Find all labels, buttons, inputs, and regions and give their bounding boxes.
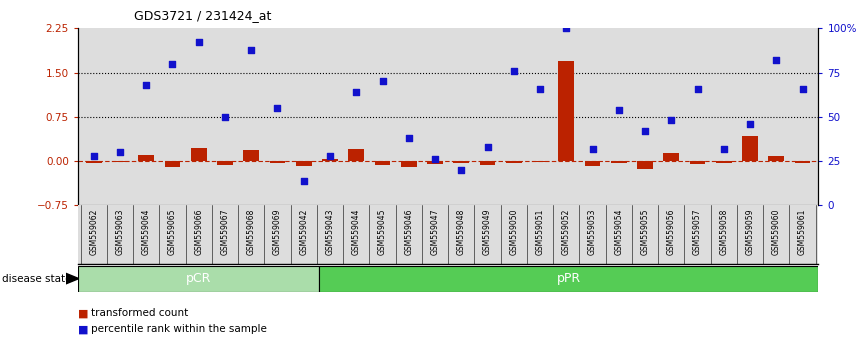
- Text: pCR: pCR: [186, 272, 211, 285]
- Bar: [243, 150, 259, 161]
- Text: ■: ■: [78, 308, 88, 318]
- Bar: [78, 266, 320, 292]
- Bar: [348, 149, 364, 161]
- Text: GSM559058: GSM559058: [720, 208, 728, 255]
- Bar: [559, 61, 574, 161]
- Bar: [165, 161, 180, 167]
- Point: [244, 47, 258, 52]
- Bar: [375, 161, 391, 165]
- Text: GSM559053: GSM559053: [588, 208, 597, 255]
- Point: [664, 118, 678, 123]
- Point: [612, 107, 626, 113]
- Bar: [139, 155, 154, 161]
- Text: GSM559069: GSM559069: [273, 208, 282, 255]
- Bar: [401, 161, 417, 167]
- Bar: [454, 161, 469, 164]
- Text: GSM559052: GSM559052: [562, 208, 571, 255]
- Point: [428, 156, 442, 162]
- Text: GSM559061: GSM559061: [798, 208, 807, 255]
- Bar: [269, 161, 286, 164]
- Text: GSM559066: GSM559066: [194, 208, 204, 255]
- Text: GSM559042: GSM559042: [300, 208, 308, 255]
- Point: [191, 40, 205, 45]
- Point: [349, 89, 363, 95]
- Bar: [768, 156, 785, 161]
- Point: [743, 121, 757, 127]
- Point: [376, 79, 390, 84]
- Point: [691, 86, 705, 91]
- Point: [507, 68, 520, 74]
- Text: GSM559060: GSM559060: [772, 208, 781, 255]
- Bar: [611, 161, 627, 164]
- Point: [796, 86, 810, 91]
- Text: GSM559044: GSM559044: [352, 208, 361, 255]
- Bar: [480, 161, 495, 165]
- Text: GSM559057: GSM559057: [693, 208, 702, 255]
- Point: [481, 144, 494, 150]
- Text: GSM559067: GSM559067: [221, 208, 229, 255]
- Text: GSM559065: GSM559065: [168, 208, 177, 255]
- Bar: [320, 266, 818, 292]
- Point: [585, 146, 599, 152]
- Point: [769, 57, 783, 63]
- Point: [270, 105, 284, 111]
- Text: GSM559059: GSM559059: [746, 208, 754, 255]
- Bar: [533, 161, 548, 162]
- Point: [323, 153, 337, 159]
- Text: GSM559068: GSM559068: [247, 208, 255, 255]
- Text: GSM559049: GSM559049: [483, 208, 492, 255]
- Text: ■: ■: [78, 324, 88, 334]
- Text: GSM559043: GSM559043: [326, 208, 334, 255]
- Text: GSM559046: GSM559046: [404, 208, 413, 255]
- Bar: [795, 161, 811, 164]
- Text: GSM559047: GSM559047: [430, 208, 440, 255]
- Text: GSM559055: GSM559055: [641, 208, 650, 255]
- Point: [113, 149, 127, 155]
- Bar: [296, 161, 312, 166]
- Bar: [742, 136, 758, 161]
- Bar: [217, 161, 233, 165]
- Point: [165, 61, 179, 67]
- Text: GSM559045: GSM559045: [378, 208, 387, 255]
- Point: [218, 114, 232, 120]
- Bar: [427, 161, 443, 164]
- Bar: [585, 161, 600, 166]
- Point: [455, 167, 469, 173]
- Text: GSM559054: GSM559054: [614, 208, 624, 255]
- Text: GSM559063: GSM559063: [115, 208, 125, 255]
- Bar: [506, 161, 521, 164]
- Point: [87, 153, 100, 159]
- Text: GSM559050: GSM559050: [509, 208, 518, 255]
- Text: pPR: pPR: [557, 272, 581, 285]
- Bar: [689, 161, 706, 164]
- Point: [139, 82, 153, 88]
- Bar: [716, 161, 732, 163]
- Text: GSM559048: GSM559048: [456, 208, 466, 255]
- Text: disease state: disease state: [2, 274, 71, 284]
- Bar: [86, 161, 101, 164]
- Bar: [663, 153, 679, 161]
- Polygon shape: [66, 273, 79, 284]
- Text: GDS3721 / 231424_at: GDS3721 / 231424_at: [134, 9, 272, 22]
- Point: [638, 128, 652, 134]
- Text: transformed count: transformed count: [91, 308, 188, 318]
- Text: GSM559064: GSM559064: [142, 208, 151, 255]
- Text: GSM559056: GSM559056: [667, 208, 675, 255]
- Text: percentile rank within the sample: percentile rank within the sample: [91, 324, 267, 334]
- Point: [402, 135, 416, 141]
- Point: [297, 178, 311, 183]
- Text: GSM559062: GSM559062: [89, 208, 98, 255]
- Bar: [637, 161, 653, 169]
- Point: [533, 86, 547, 91]
- Text: GSM559051: GSM559051: [535, 208, 545, 255]
- Bar: [191, 148, 207, 161]
- Point: [559, 25, 573, 31]
- Bar: [322, 159, 338, 161]
- Point: [717, 146, 731, 152]
- Bar: [112, 161, 128, 162]
